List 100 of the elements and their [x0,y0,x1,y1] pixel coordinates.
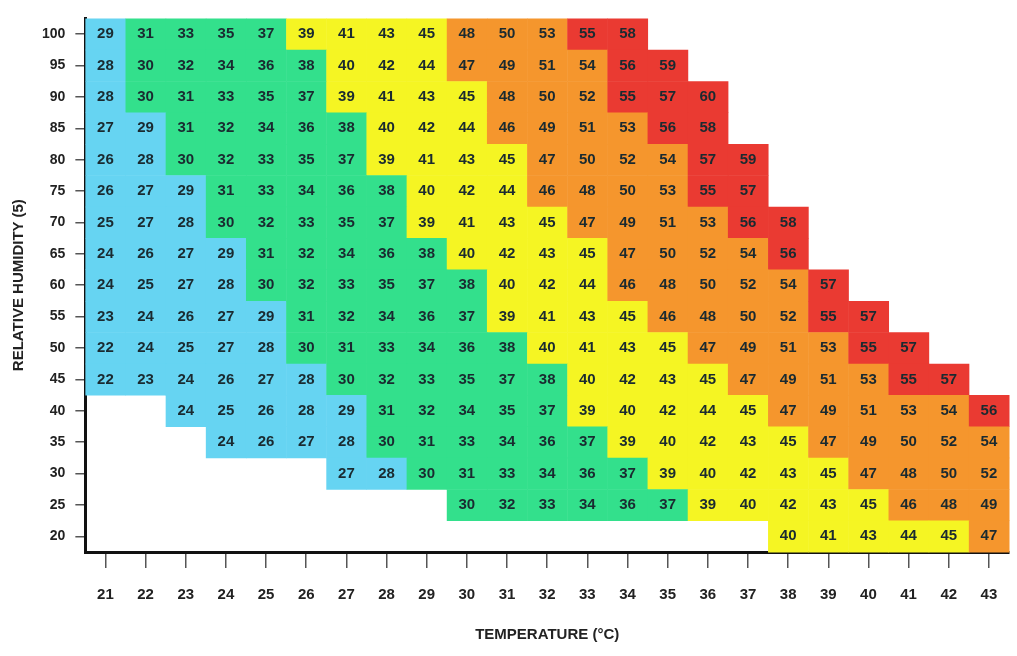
data-label: 49 [860,432,877,450]
data-label: 53 [819,338,837,356]
x-tick-label: 30 [458,585,476,603]
data-label: 49 [739,338,757,356]
x-tick-label: 35 [659,585,676,603]
data-label: 47 [458,55,476,73]
data-label: 37 [538,400,556,418]
data-label: 36 [538,432,556,450]
data-label: 50 [498,24,516,42]
data-label: 31 [297,306,315,324]
data-label: 36 [578,463,596,481]
data-label: 44 [578,275,597,293]
data-label: 24 [137,338,155,356]
data-label: 41 [418,149,436,167]
data-label: 32 [297,275,315,293]
data-label: 48 [699,306,717,324]
x-tick-label: 33 [578,585,596,603]
data-label: 47 [538,149,556,167]
data-label: 39 [338,87,355,105]
data-label: 28 [378,463,395,481]
data-label: 40 [378,118,395,136]
data-label: 42 [779,495,797,513]
data-label: 32 [177,55,195,73]
x-tick-label: 26 [297,585,315,603]
data-label: 43 [538,243,556,261]
data-label: 35 [257,87,275,105]
data-label: 45 [739,400,757,418]
data-label: 51 [659,212,676,230]
y-tick-label: 40 [49,401,66,418]
data-label: 42 [699,432,717,450]
data-label: 41 [378,87,395,105]
data-label: 36 [418,306,436,324]
data-label: 33 [498,463,516,481]
y-tick-label: 75 [49,181,66,198]
data-label: 42 [619,369,636,387]
data-label: 54 [739,243,757,261]
data-label: 34 [338,243,356,261]
data-label: 44 [699,400,717,418]
x-tick-label: 21 [97,585,114,603]
data-label: 32 [418,400,436,418]
data-label: 56 [659,118,676,136]
data-label: 35 [338,212,355,230]
data-label: 56 [779,243,797,261]
data-label: 37 [378,212,395,230]
data-label: 42 [418,118,436,136]
data-label: 58 [619,24,636,42]
data-label: 41 [538,306,556,324]
data-label: 42 [739,463,757,481]
data-label: 43 [619,338,636,356]
data-label: 32 [217,118,235,136]
data-label: 34 [578,495,597,513]
data-label: 28 [217,275,235,293]
data-label: 49 [498,55,516,73]
data-label: 30 [338,369,355,387]
y-tick-label: 30 [49,464,66,481]
data-label: 54 [578,55,597,73]
x-tick-label: 31 [498,585,516,603]
data-label: 32 [498,495,516,513]
data-label: 37 [338,149,355,167]
y-axis-title: RELATIVE HUMIDITY (5) [9,199,27,372]
data-label: 40 [458,243,476,261]
data-label: 31 [338,338,355,356]
data-label: 41 [578,338,596,356]
data-label: 56 [619,55,636,73]
data-label: 47 [860,463,877,481]
data-label: 55 [860,338,877,356]
data-label: 31 [217,181,235,199]
data-label: 50 [739,306,757,324]
data-label: 39 [498,306,516,324]
data-label: 45 [779,432,797,450]
data-label: 42 [378,55,395,73]
data-label: 51 [578,118,596,136]
data-label: 52 [699,243,717,261]
data-label: 26 [137,243,154,261]
data-label: 31 [257,243,275,261]
data-label: 31 [177,87,195,105]
data-label: 57 [659,87,676,105]
data-label: 26 [217,369,235,387]
data-label: 33 [458,432,476,450]
data-label: 39 [418,212,436,230]
data-label: 26 [97,149,114,167]
data-label: 45 [699,369,717,387]
data-label: 43 [659,369,676,387]
data-label: 39 [699,495,717,513]
data-label: 51 [819,369,837,387]
data-label: 35 [297,149,315,167]
data-label: 33 [217,87,235,105]
data-label: 32 [378,369,395,387]
data-label: 56 [980,400,998,418]
data-label: 28 [297,400,315,418]
x-axis-title: TEMPERATURE (°C) [475,625,620,643]
x-tick-label: 25 [257,585,275,603]
data-label: 36 [338,181,355,199]
data-label: 55 [699,181,717,199]
data-label: 27 [217,338,235,356]
data-label: 33 [297,212,315,230]
data-label: 52 [578,87,596,105]
data-label: 48 [578,181,596,199]
data-label: 45 [578,243,596,261]
data-label: 43 [458,149,476,167]
